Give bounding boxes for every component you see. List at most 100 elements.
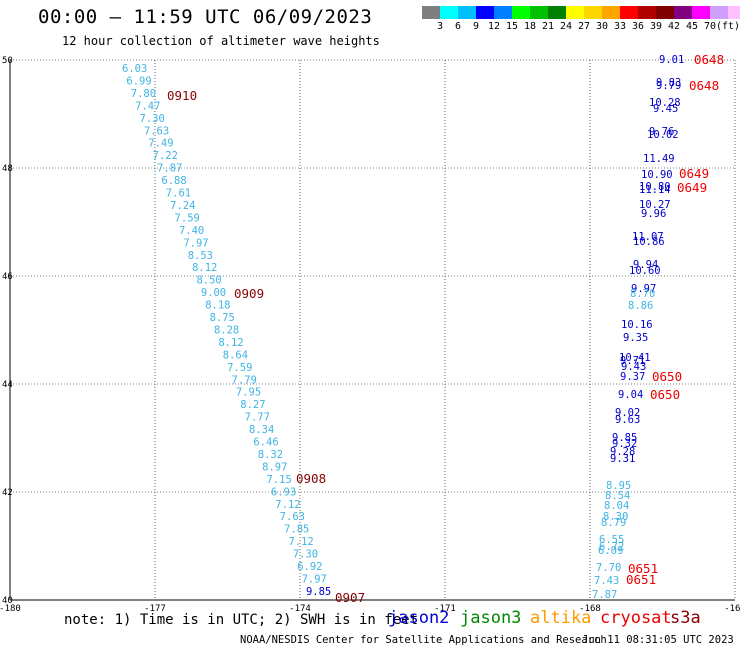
track-value-west: 8.18 [205,300,230,312]
track-time-label: 0651 [628,561,658,576]
x-tick-label: -180 [0,604,21,614]
track-value-east: 7.87 [592,589,617,601]
y-tick-label: 42 [2,488,13,498]
colorbar-swatch [530,6,548,19]
track-value-east: 9.04 [618,389,643,401]
colorbar-label: 24 [559,21,573,32]
colorbar-swatch [728,6,740,19]
colorbar-label: 33 [613,21,627,32]
track-value-east: 8.79 [601,517,626,529]
track-time-label: 0650 [650,387,680,402]
track-value-west: 8.32 [258,449,283,461]
x-tick-label: -165 [724,604,740,614]
track-value-west: 9.85 [306,586,331,598]
page-title: 00:00 — 11:59 UTC 06/09/2023 [38,6,373,28]
colorbar-swatch [638,6,656,19]
track-value-west: 7.15 [267,474,292,486]
track-value-west: 7.30 [293,549,318,561]
track-time-label: 0648 [694,52,724,67]
track-value-west: 8.97 [262,461,287,473]
track-value-east: 10.41 [619,352,651,364]
track-value-east: 9.31 [610,453,635,465]
colorbar-swatch [710,6,728,19]
track-value-east: 9.32 [612,438,637,450]
track-value-east: 9.35 [623,332,648,344]
colorbar-swatch [566,6,584,19]
track-value-west: 9.00 [201,287,226,299]
track-value-west: 8.12 [218,337,243,349]
colorbar-swatch [674,6,692,19]
colorbar-swatch [602,6,620,19]
colorbar-label: 36 [631,21,645,32]
x-tick-label: -168 [579,604,601,614]
track-value-east: 10.86 [633,236,665,248]
colorbar-swatch [494,6,512,19]
track-value-west: 7.97 [183,237,208,249]
track-value-east: 9.97 [631,283,656,295]
track-value-east: 9.37 [620,371,645,383]
track-value-east: 7.43 [594,575,619,587]
track-value-west: 7.95 [236,387,261,399]
track-value-east: 9.43 [621,361,646,373]
track-value-east: 11.07 [632,231,664,243]
colorbar-label: 3 [436,21,444,32]
track-value-west: 7.80 [131,88,156,100]
track-value-west: 7.30 [140,113,165,125]
colorbar-label: 12 [487,21,501,32]
track-value-west: 6.03 [122,63,147,75]
track-value-east: 11.49 [643,153,675,165]
colorbar-label: (ft) [715,21,740,32]
track-time-label: 0909 [234,286,264,301]
track-value-west: 6.99 [126,75,151,87]
legend-cryosat: cryosat [600,608,672,628]
track-value-west: 8.34 [249,424,274,436]
track-value-east: 7.70 [596,562,621,574]
track-value-east: 8.86 [628,300,653,312]
track-value-east: 9.02 [615,407,640,419]
colorbar-swatch [440,6,458,19]
track-value-east: 8.30 [603,511,628,523]
y-tick-label: 48 [2,164,13,174]
track-value-west: 8.50 [196,275,221,287]
generated-timestamp: Jun 11 08:31:05 UTC 2023 [582,634,734,646]
track-value-west: 7.12 [288,536,313,548]
track-value-west: 7.59 [227,362,252,374]
colorbar-swatch [422,6,440,19]
y-tick-label: 46 [2,272,13,282]
y-tick-label: 40 [2,596,13,606]
legend-jason2: jason2 [388,608,450,628]
colorbar-label: 21 [541,21,555,32]
track-value-west: 7.61 [166,188,191,200]
track-value-east: 9.28 [610,446,635,458]
colorbar-label: 6 [454,21,462,32]
colorbar-label: 70 [703,21,717,32]
track-value-west: 8.64 [223,349,248,361]
track-value-west: 7.47 [135,100,160,112]
colorbar-swatch [512,6,530,19]
colorbar-label: 27 [577,21,591,32]
colorbar-label: 15 [505,21,519,32]
track-value-west: 7.49 [148,138,173,150]
track-value-west: 7.79 [232,374,257,386]
track-value-east: 9.94 [633,259,658,271]
track-value-east: 9.01 [659,54,684,66]
credit-line: NOAA/NESDIS Center for Satellite Applica… [240,634,607,646]
x-tick-label: -177 [144,604,166,614]
colorbar-label: 45 [685,21,699,32]
colorbar-swatch [620,6,638,19]
track-value-east: 9.96 [641,208,666,220]
track-value-west: 8.27 [240,399,265,411]
track-value-west: 7.40 [179,225,204,237]
y-tick-label: 44 [2,380,13,390]
x-tick-label: -174 [289,604,311,614]
track-value-west: 7.97 [302,573,327,585]
track-value-west: 6.46 [253,437,278,449]
track-value-east: 10.27 [639,199,671,211]
track-value-west: 7.77 [245,412,270,424]
track-value-east: 9.85 [612,432,637,444]
track-value-west: 8.12 [192,262,217,274]
track-value-east: 10.80 [639,181,671,193]
track-value-west: 7.85 [284,524,309,536]
track-value-east: 6.09 [598,545,623,557]
